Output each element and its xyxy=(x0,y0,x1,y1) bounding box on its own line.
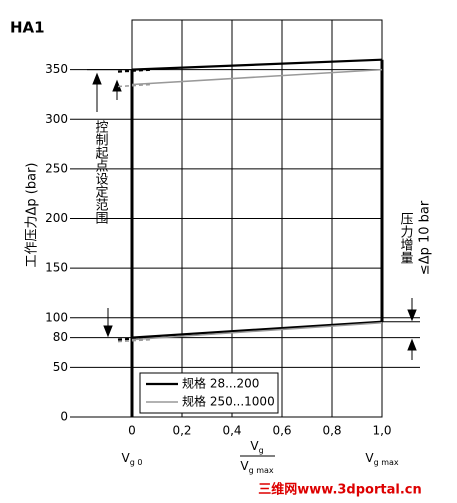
legend-label: 规格 250...1000 xyxy=(182,394,275,409)
x-axis-label: Vg xyxy=(250,439,263,455)
watermark: 三维网www.3dportal.cn xyxy=(258,482,421,498)
annotation: 压力增量 xyxy=(398,212,414,264)
annotation: 控制起点设定范围 xyxy=(93,120,109,224)
x-axis-label-main: V xyxy=(250,439,259,453)
y-axis-label: 工作压力Δp (bar) xyxy=(25,163,40,268)
series-line xyxy=(131,320,383,339)
x-axis-label: Vg max xyxy=(240,459,274,475)
y-tick-label: 350 xyxy=(45,62,68,76)
x-axis-label: Vg max xyxy=(365,451,399,467)
legend-label: 规格 28...200 xyxy=(182,376,259,391)
y-tick-label: 100 xyxy=(45,310,68,324)
series-lead xyxy=(117,338,153,343)
y-tick-label: 150 xyxy=(45,261,68,275)
legend-box xyxy=(139,372,279,414)
x-axis-label-sub: g max xyxy=(374,458,399,467)
x-tick-label: 1,0 xyxy=(372,424,391,438)
x-axis-label-main: V xyxy=(365,451,374,465)
y-tick-label: 200 xyxy=(45,211,68,225)
x-axis-label-sub: g max xyxy=(249,466,274,475)
series-line xyxy=(131,68,383,86)
x-tick-label: 0,2 xyxy=(172,424,191,438)
x-tick-label: 0,4 xyxy=(222,424,241,438)
y-tick-label: 0 xyxy=(60,410,68,424)
annotation: ≤Δp 10 bar xyxy=(418,200,433,275)
x-axis-label-sub: g 0 xyxy=(130,458,143,467)
y-tick-label: 50 xyxy=(53,360,68,374)
y-tick-label: 300 xyxy=(45,112,68,126)
series-line xyxy=(131,321,383,341)
x-axis-label-sub: g xyxy=(259,446,264,455)
y-tick-label: 250 xyxy=(45,161,68,175)
arrows xyxy=(92,72,417,360)
x-tick-label: 0 xyxy=(128,424,136,438)
x-axis-label-main: V xyxy=(122,451,131,465)
series-line xyxy=(131,58,383,71)
x-tick-label: 0,6 xyxy=(272,424,291,438)
chart-title: HA1 xyxy=(10,19,45,37)
x-tick-label: 0,8 xyxy=(322,424,341,438)
series-lead xyxy=(117,83,153,88)
x-axis-label: Vg 0 xyxy=(122,451,143,467)
y-tick-label: 80 xyxy=(53,330,68,344)
x-axis-label-main: V xyxy=(240,459,249,473)
series-lead xyxy=(117,68,153,73)
